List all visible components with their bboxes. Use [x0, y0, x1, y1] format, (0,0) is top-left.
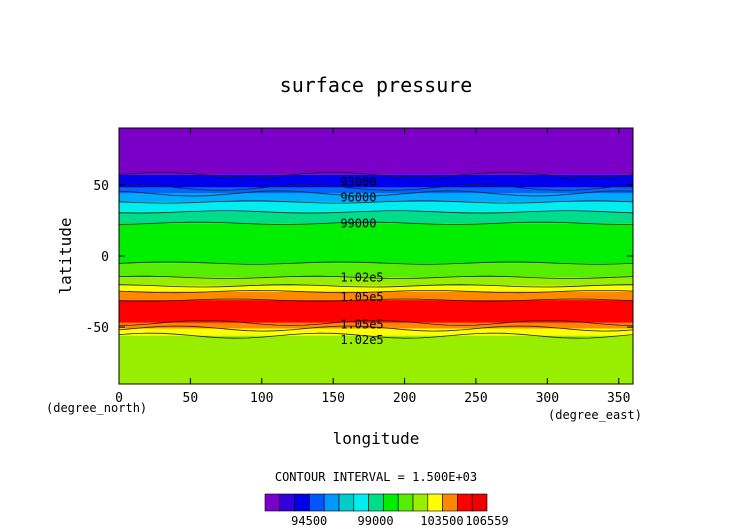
- contour-label: 93000: [340, 175, 376, 189]
- contour-band: [119, 300, 633, 323]
- colorbar-label: 99000: [358, 514, 394, 528]
- y-tick-label: 50: [93, 179, 109, 194]
- y-tick-label: -50: [86, 321, 109, 336]
- contour-band: [119, 263, 633, 278]
- x-axis-unit: (degree_east): [548, 408, 642, 422]
- x-tick-label: 100: [250, 391, 273, 406]
- colorbar-swatch: [442, 493, 458, 512]
- contour-label: 1.02e5: [340, 270, 383, 284]
- contour-label: 1.05e5: [340, 290, 383, 304]
- x-tick-label: 50: [183, 391, 199, 406]
- x-tick-label: 250: [464, 391, 487, 406]
- x-axis-label: longitude: [333, 429, 420, 448]
- colorbar-label: 94500: [291, 514, 327, 528]
- x-tick-label: 300: [536, 391, 559, 406]
- contour-line: [118, 184, 634, 191]
- x-tick-label: 150: [321, 391, 344, 406]
- colorbar-swatch: [353, 493, 369, 512]
- contour-line: [118, 221, 633, 225]
- contour-line: [118, 284, 634, 288]
- colorbar-swatch: [412, 493, 429, 512]
- y-axis-unit: (degree_north): [46, 401, 147, 415]
- contour-band: [119, 201, 633, 212]
- contour-line: [118, 298, 634, 302]
- colorbar-swatch: [397, 493, 414, 512]
- contour-label: 99000: [340, 216, 376, 230]
- colorbar-swatch: [427, 493, 443, 512]
- contour-line: [118, 332, 634, 339]
- contour-line: [118, 261, 634, 265]
- colorbar-label: 106559: [465, 514, 508, 528]
- contour-line: [118, 275, 634, 279]
- y-tick-label: 0: [101, 250, 109, 265]
- contour-line: [118, 325, 634, 332]
- x-tick-label: 350: [607, 391, 630, 406]
- contour-band: [119, 291, 633, 301]
- contour-line: [118, 171, 634, 178]
- contour-line: [118, 200, 634, 204]
- contour-band: [119, 285, 633, 292]
- contour-band: [119, 335, 633, 384]
- x-tick-label: 200: [393, 391, 416, 406]
- contour-line: [118, 289, 634, 294]
- y-axis: -50 0 50: [86, 179, 633, 336]
- contour-line: [118, 190, 634, 197]
- colorbar-swatch: [294, 493, 310, 512]
- colorbar-label: 103500: [420, 514, 463, 528]
- colorbar-swatch: [457, 493, 473, 512]
- contour-band: [119, 322, 633, 329]
- contour-band: [119, 211, 633, 224]
- contour-band: [119, 187, 633, 194]
- colorbar: 94500 99000 103500 106559: [264, 493, 509, 528]
- contour-label: 1.02e5: [340, 333, 383, 347]
- contour-band: [119, 193, 633, 202]
- colorbar-swatch: [309, 493, 325, 512]
- contour-line: [118, 319, 634, 326]
- colorbar-swatch: [338, 493, 355, 512]
- contour-label: 1.05e5: [340, 317, 383, 331]
- contour-band: [119, 277, 633, 286]
- y-axis-label: latitude: [56, 217, 75, 294]
- colorbar-swatch: [323, 493, 340, 512]
- contour-label: 96000: [340, 191, 376, 205]
- colorbar-swatch: [368, 493, 384, 512]
- contour-band: [119, 223, 633, 264]
- contour-interval-label: CONTOUR INTERVAL = 1.500E+03: [275, 470, 477, 484]
- plot-area: 93000 96000 99000 1.02e5 1.05e5 1.05e5 1.02e5: [118, 127, 634, 385]
- colorbar-swatch: [383, 493, 399, 512]
- colorbar-swatch: [471, 493, 488, 512]
- contour-band: [119, 174, 633, 188]
- colorbar-swatch: [279, 493, 295, 512]
- chart-title: surface pressure: [280, 73, 473, 97]
- contour-band: [119, 328, 633, 336]
- x-axis: 0 50 100 150 200 250 300 350: [115, 128, 630, 406]
- contour-line: [118, 210, 634, 214]
- colorbar-swatch: [264, 493, 281, 512]
- contour-band: [119, 128, 633, 175]
- x-tick-label: 0: [115, 391, 123, 406]
